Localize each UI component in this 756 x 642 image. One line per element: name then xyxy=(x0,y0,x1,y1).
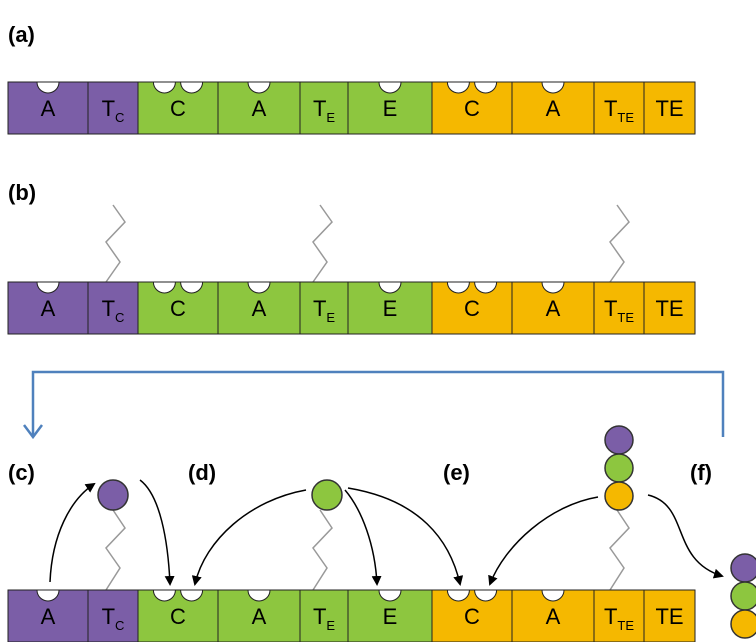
domain-label: A xyxy=(41,604,56,629)
domain-name: C xyxy=(464,604,480,629)
domain-label: E xyxy=(383,96,398,121)
domain-name: TE xyxy=(655,296,683,321)
domain-label: A xyxy=(252,604,267,629)
domain-subscript: C xyxy=(115,110,124,125)
domain-label: A xyxy=(546,96,561,121)
domain-name: E xyxy=(383,296,398,321)
domain-name: A xyxy=(546,604,561,629)
domain-subscript: TE xyxy=(617,310,634,325)
domain-label: C xyxy=(464,296,480,321)
domain-name: TE xyxy=(655,96,683,121)
domain-label: A xyxy=(546,296,561,321)
domain-name: A xyxy=(546,96,561,121)
domain-subscript: C xyxy=(115,618,124,633)
domain-label: E xyxy=(383,604,398,629)
diagram: (a) (b) (c) (d) (e) (f) ATCCATEECATTETEA… xyxy=(0,0,756,642)
domain-name: A xyxy=(41,296,56,321)
domain-name: A xyxy=(252,296,267,321)
domain-subscript: E xyxy=(326,110,335,125)
domain-name: T xyxy=(102,296,115,321)
domain-name: E xyxy=(383,604,398,629)
domain-name: T xyxy=(604,604,617,629)
domain-name: T xyxy=(102,96,115,121)
domain-label: E xyxy=(383,296,398,321)
panel-label: (e) xyxy=(443,460,470,485)
domain-subscript: C xyxy=(115,310,124,325)
domain-label: C xyxy=(464,604,480,629)
domain xyxy=(594,590,644,642)
domain-name: C xyxy=(464,96,480,121)
domain-name: T xyxy=(313,604,326,629)
domain-name: T xyxy=(102,604,115,629)
domain-label: A xyxy=(252,96,267,121)
domain-label: C xyxy=(464,96,480,121)
domain-name: C xyxy=(464,296,480,321)
domain-name: T xyxy=(604,96,617,121)
domain-name: C xyxy=(170,604,186,629)
domain-name: E xyxy=(383,96,398,121)
domain-label: A xyxy=(252,296,267,321)
domain-label: C xyxy=(170,96,186,121)
domain-label: TE xyxy=(655,296,683,321)
domain-name: T xyxy=(604,296,617,321)
domain-subscript: TE xyxy=(617,618,634,633)
domain xyxy=(594,282,644,334)
domain-name: A xyxy=(252,96,267,121)
domain-name: T xyxy=(313,96,326,121)
domain-label: A xyxy=(546,604,561,629)
panel-label: (c) xyxy=(8,460,35,485)
domain-label: A xyxy=(41,96,56,121)
domain-subscript: TE xyxy=(617,110,634,125)
domain-label: TE xyxy=(655,604,683,629)
domain-label: TE xyxy=(655,96,683,121)
domain xyxy=(594,82,644,134)
domain-name: A xyxy=(546,296,561,321)
domain-name: A xyxy=(41,96,56,121)
domain-name: TE xyxy=(655,604,683,629)
domain-name: T xyxy=(313,296,326,321)
panel-label: (d) xyxy=(188,460,216,485)
panel-label: (f) xyxy=(690,460,712,485)
domain-subscript: E xyxy=(326,618,335,633)
domain-label: A xyxy=(41,296,56,321)
domain-label: C xyxy=(170,604,186,629)
panel-label: (b) xyxy=(8,180,36,205)
domain-subscript: E xyxy=(326,310,335,325)
domain-name: C xyxy=(170,96,186,121)
domain-name: A xyxy=(41,604,56,629)
panel-label: (a) xyxy=(8,22,35,47)
domain-label: C xyxy=(170,296,186,321)
domain-name: C xyxy=(170,296,186,321)
domain-name: A xyxy=(252,604,267,629)
